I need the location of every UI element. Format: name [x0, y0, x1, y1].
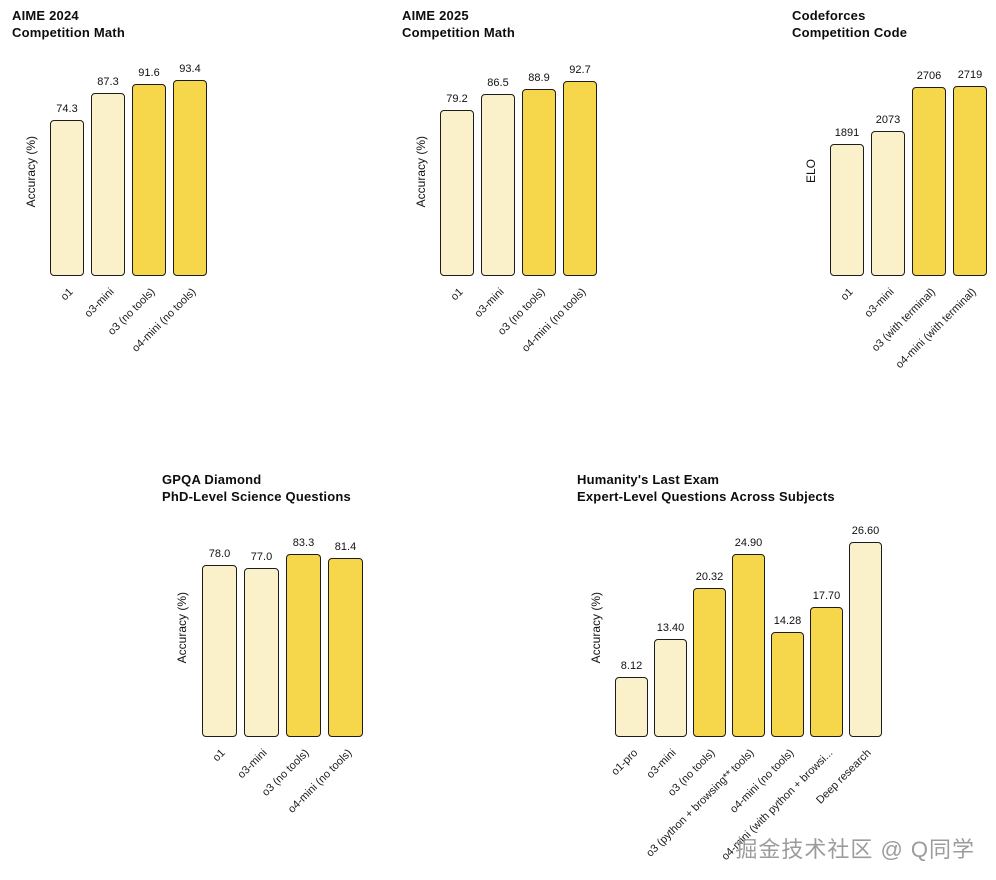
- bar-value-label: 20.32: [695, 571, 724, 584]
- x-axis-label: o1: [58, 286, 76, 304]
- bar-o3-mini: [654, 639, 687, 738]
- x-axis-label: o1-pro: [609, 747, 640, 779]
- bar-value-label: 88.9: [528, 72, 550, 85]
- bar-value-label: 26.60: [851, 525, 880, 538]
- bar-o1: [50, 120, 84, 277]
- bar-value-label: 87.3: [97, 76, 119, 89]
- bar-deep-research: [849, 542, 882, 738]
- x-axis-label: o1: [838, 286, 856, 304]
- bar-value-label: 91.6: [138, 67, 160, 80]
- bar-value-label: 17.70: [812, 590, 841, 603]
- chart-title-line: AIME 2024: [12, 8, 79, 23]
- x-axis-label: o3-mini: [472, 286, 507, 321]
- plot-area: 78.0 77.0 83.3 81.4 o1 o3-mini o3 (no tools) o4…: [202, 517, 363, 816]
- chart-title: AIME 2024 Competition Math: [12, 8, 207, 41]
- chart-title-line: Competition Code: [792, 24, 908, 40]
- y-axis-label: Accuracy (%): [175, 591, 189, 663]
- bar-o3-with-terminal: [912, 87, 946, 277]
- bar-o3-no-tools: [132, 84, 166, 277]
- plot-area: 1891 2073 2706 2719 o1 o3-mini o3 (with termin…: [830, 66, 987, 371]
- plot-area: 8.12 13.40 20.32 24.90 14.28 17.70 26.60 o1-pro…: [609, 517, 882, 863]
- chart-title: GPQA Diamond PhD-Level Science Questions: [162, 472, 363, 505]
- chart-codeforces: Codeforces Competition Code ELO 1891 2073 270…: [792, 8, 987, 371]
- chart-title: AIME 2025 Competition Math: [402, 8, 597, 41]
- bar-value-label: 77.0: [250, 551, 273, 564]
- bar-o1: [830, 144, 864, 277]
- plot-area: 79.2 86.5 88.9 92.7 o1 o3-mini o3 (no tools) o4…: [440, 64, 597, 355]
- chart-title-line: AIME 2025: [402, 8, 469, 23]
- chart-aime-2024: AIME 2024 Competition Math Accuracy (%) 74.…: [12, 8, 207, 355]
- chart-title-line: Competition Math: [12, 24, 125, 40]
- bar-value-label: 14.28: [773, 615, 802, 628]
- y-axis-label: Accuracy (%): [24, 135, 38, 207]
- bar-value-label: 13.40: [656, 622, 685, 635]
- y-axis-label: Accuracy (%): [414, 135, 428, 207]
- plot-area: 74.3 87.3 91.6 93.4 o1 o3-mini o3 (no tools) o4…: [50, 63, 207, 355]
- bar-o1: [202, 565, 237, 738]
- bar-o4-mini-no-tools: [173, 80, 207, 277]
- bar-value-label: 24.90: [734, 537, 763, 550]
- chart-gpqa-diamond: GPQA Diamond PhD-Level Science Questions A…: [162, 472, 363, 816]
- x-axis-label: o1: [210, 747, 228, 765]
- bar-value-label: 93.4: [179, 63, 201, 76]
- bar-o4-mini-no-tools: [563, 81, 597, 277]
- bar-value-label: 74.3: [56, 103, 78, 116]
- bar-o1-pro: [615, 677, 648, 738]
- bar-o3-no-tools: [286, 554, 321, 738]
- x-axis-label: o1: [448, 286, 466, 304]
- chart-title-line: PhD-Level Science Questions: [162, 488, 351, 504]
- chart-title: Codeforces Competition Code: [792, 8, 987, 41]
- chart-title-line: Expert-Level Questions Across Subjects: [577, 488, 835, 504]
- bar-o3-no-tools: [693, 588, 726, 738]
- x-axis-label: o3-mini: [82, 286, 117, 321]
- chart-humanitys-last-exam: Humanity's Last Exam Expert-Level Questio…: [577, 472, 882, 863]
- bar-o3-python-browsing-tools: [732, 554, 765, 738]
- bar-o4-mini-with-terminal: [953, 86, 987, 277]
- bar-value-label: 92.7: [569, 64, 591, 77]
- x-axis-label: o3-mini: [862, 286, 897, 321]
- chart-title: Humanity's Last Exam Expert-Level Questio…: [577, 472, 882, 505]
- bar-value-label: 2719: [957, 69, 983, 82]
- y-axis-label: Accuracy (%): [589, 591, 603, 663]
- bar-o3-mini: [91, 93, 125, 277]
- bar-o4-mini-no-tools: [771, 632, 804, 738]
- bar-value-label: 2706: [916, 70, 942, 83]
- bar-value-label: 78.0: [208, 548, 231, 561]
- bar-value-label: 8.12: [620, 660, 643, 673]
- x-axis-label: o4-mini (with terminal): [893, 286, 979, 372]
- bar-value-label: 83.3: [292, 537, 315, 550]
- chart-title-line: Humanity's Last Exam: [577, 472, 720, 487]
- bar-value-label: 2073: [875, 114, 901, 127]
- bar-value-label: 79.2: [446, 93, 468, 106]
- bar-value-label: 1891: [834, 127, 860, 140]
- bar-value-label: 86.5: [487, 77, 509, 90]
- chart-title-line: Codeforces: [792, 8, 866, 23]
- chart-aime-2025: AIME 2025 Competition Math Accuracy (%) 79.…: [402, 8, 597, 355]
- bar-o1: [440, 110, 474, 277]
- bar-o3-mini: [481, 94, 515, 277]
- bar-o4-mini-no-tools: [328, 558, 363, 738]
- watermark: 掘金技术社区 @ Q同学: [735, 837, 975, 862]
- y-axis-label: ELO: [804, 159, 818, 184]
- bar-o4-mini-with-python-browsi: [810, 607, 843, 738]
- chart-title-line: Competition Math: [402, 24, 515, 40]
- x-axis-label: o3-mini: [644, 747, 679, 782]
- bar-value-label: 81.4: [334, 541, 357, 554]
- x-axis-label: o3-mini: [235, 747, 270, 782]
- chart-title-line: GPQA Diamond: [162, 472, 262, 487]
- bar-o3-no-tools: [522, 89, 556, 277]
- bar-o3-mini: [871, 131, 905, 277]
- bar-o3-mini: [244, 568, 279, 738]
